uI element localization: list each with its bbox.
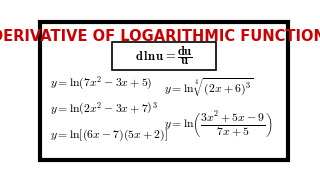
Text: $\mathbf{d}\,\mathbf{ln\,u} = \dfrac{\mathbf{du}}{\mathbf{u}}$: $\mathbf{d}\,\mathbf{ln\,u} = \dfrac{\ma…	[135, 44, 193, 67]
Text: DERIVATIVE OF LOGARITHMIC FUNCTIONS: DERIVATIVE OF LOGARITHMIC FUNCTIONS	[0, 28, 320, 44]
Text: $y = \ln \sqrt[4]{(2x+6)^3}$: $y = \ln \sqrt[4]{(2x+6)^3}$	[164, 77, 254, 100]
Text: $y = \ln\!\left(\dfrac{3x^2 + 5x - 9}{7x + 5}\right)$: $y = \ln\!\left(\dfrac{3x^2 + 5x - 9}{7x…	[164, 110, 273, 140]
Text: $y = \ln\!\left(2x^2 - 3x + 7\right)^3$: $y = \ln\!\left(2x^2 - 3x + 7\right)^3$	[50, 100, 158, 117]
FancyBboxPatch shape	[112, 42, 216, 70]
Text: $y = \ln(7x^2 - 3x + 5)$: $y = \ln(7x^2 - 3x + 5)$	[50, 75, 152, 92]
Text: $y = \ln[(6x-7)(5x+2)]$: $y = \ln[(6x-7)(5x+2)]$	[50, 128, 168, 143]
